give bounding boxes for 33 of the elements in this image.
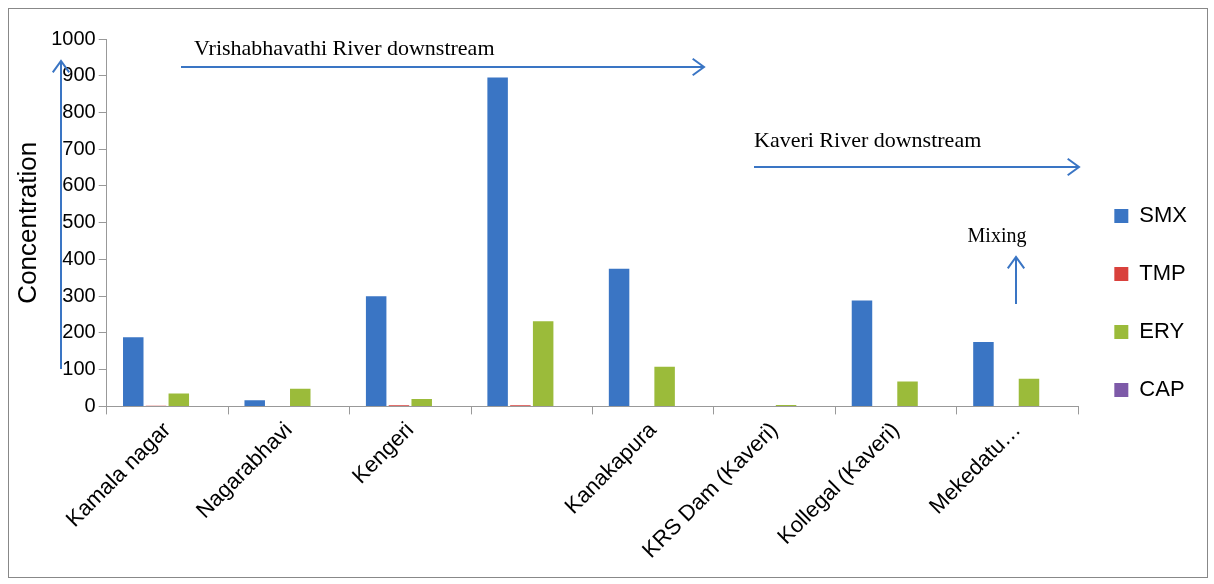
legend-label: ERY	[1139, 318, 1185, 344]
bar	[532, 321, 554, 406]
y-tick-label: 500	[62, 210, 96, 233]
y-tick-label: 600	[62, 173, 96, 196]
bar	[411, 399, 432, 406]
annotation: Vrishabhavathi River downstream	[194, 34, 495, 60]
y-tick-label: 800	[62, 100, 96, 122]
legend-label: TMP	[1139, 260, 1186, 286]
annotation: Kaveri River downstream	[754, 126, 982, 152]
bar	[123, 337, 144, 406]
bar	[290, 388, 311, 406]
y-tick-label: 1000	[51, 26, 96, 49]
legend-label: SMX	[1139, 202, 1188, 228]
bar	[897, 381, 918, 406]
bar	[244, 400, 265, 406]
y-tick-label: 0	[84, 393, 96, 416]
annotation: Mixing	[967, 224, 1027, 248]
bar	[1018, 378, 1040, 406]
bar	[654, 366, 675, 406]
y-tick-label: 700	[62, 136, 96, 159]
bar	[608, 268, 630, 406]
y-axis-title: Concentration	[11, 141, 42, 304]
legend-label: CAP	[1139, 376, 1185, 402]
bar	[973, 342, 994, 406]
y-tick-label: 200	[62, 320, 96, 343]
bar	[168, 393, 190, 406]
bar	[851, 300, 873, 406]
y-tick-label: 100	[62, 357, 96, 380]
bar	[487, 77, 508, 406]
y-tick-label: 900	[62, 63, 96, 86]
y-tick-label: 300	[62, 283, 96, 306]
bar	[365, 296, 387, 406]
y-tick-label: 400	[62, 246, 96, 269]
